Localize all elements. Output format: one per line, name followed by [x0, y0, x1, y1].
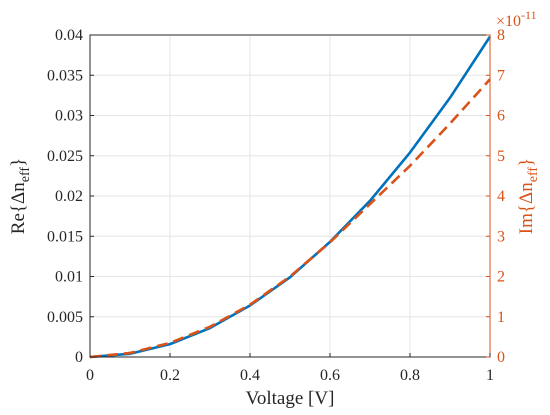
left-y-label-main: Re{Δn [8, 182, 29, 234]
left-y-tick-label: 0.035 [47, 67, 83, 84]
right-y-label-close: } [516, 158, 537, 167]
right-y-label-main: Im{Δn [516, 182, 537, 234]
series-line-im [89, 78, 491, 359]
right-y-tick-label: 0 [497, 349, 505, 366]
right-y-tick-label: 1 [497, 309, 505, 326]
right-y-tick-label: 7 [497, 67, 505, 84]
right-y-exponent-power: -11 [521, 8, 537, 22]
x-tick-label: 0.4 [240, 367, 260, 384]
right-y-exponent-base: ×10 [496, 13, 521, 30]
x-tick-label: 1 [486, 367, 494, 384]
left-y-tick-label: 0.01 [55, 269, 83, 286]
series-line-re [89, 35, 492, 359]
left-y-tick-label: 0.03 [55, 108, 83, 125]
right-y-tick-label: 8 [497, 27, 505, 44]
x-tick-layer: 0 0.2 0.4 0.6 0.8 1 [86, 353, 494, 384]
left-y-tick-label: 0.015 [47, 228, 83, 245]
x-tick-label: 0.6 [320, 367, 340, 384]
x-tick-label: 0.2 [160, 367, 180, 384]
right-y-tick-label: 3 [497, 228, 505, 245]
x-axis-label: Voltage [V] [246, 388, 335, 409]
grid-layer [90, 35, 490, 357]
right-y-axis-label: Im{Δneff} [516, 158, 541, 234]
right-y-tick-label: 2 [497, 269, 505, 286]
series-layer [89, 35, 492, 359]
left-y-label-sub: eff [18, 167, 33, 183]
right-y-tick-layer: 0 1 2 3 4 5 6 7 8 [486, 27, 505, 366]
left-y-tick-layer: 0 0.005 0.01 0.015 0.02 0.025 0.03 0.035 0.04 [47, 27, 94, 366]
left-y-axis-label: Re{Δneff} [8, 158, 33, 234]
left-y-tick-label: 0.02 [55, 188, 83, 205]
right-y-tick-label: 5 [497, 148, 505, 165]
left-y-tick-label: 0 [75, 349, 83, 366]
left-y-tick-label: 0.005 [47, 309, 83, 326]
left-y-tick-label: 0.025 [47, 148, 83, 165]
left-y-tick-label: 0.04 [55, 27, 83, 44]
right-y-tick-label: 4 [497, 188, 505, 205]
x-tick-label: 0.8 [400, 367, 420, 384]
right-y-exponent: ×10-11 [496, 8, 537, 30]
left-y-label-close: } [8, 158, 29, 167]
x-tick-label: 0 [86, 367, 94, 384]
right-y-label-sub: eff [526, 167, 541, 183]
right-y-tick-label: 6 [497, 108, 505, 125]
